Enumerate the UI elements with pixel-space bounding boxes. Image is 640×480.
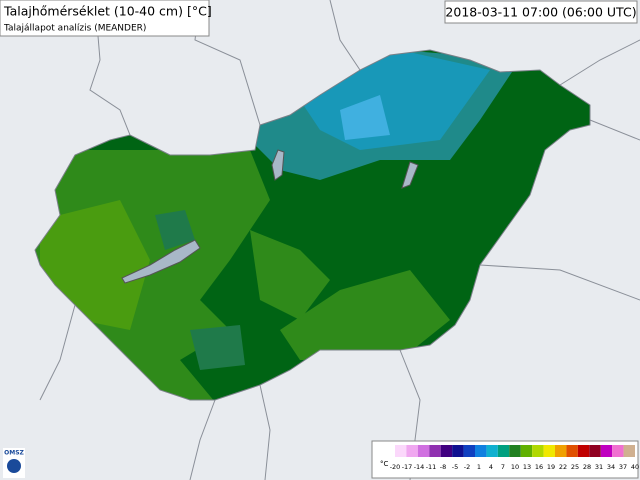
legend-label: -11	[426, 463, 437, 471]
legend-swatch	[566, 445, 578, 457]
legend-swatch	[509, 445, 521, 457]
legend-swatch	[623, 445, 635, 457]
legend-label: -20	[390, 463, 401, 471]
legend-swatch	[555, 445, 567, 457]
legend-swatch	[577, 445, 590, 457]
lake-tisza	[401, 161, 419, 189]
legend-label: 19	[547, 463, 555, 471]
legend-swatch	[600, 445, 613, 457]
legend-label: 22	[559, 463, 567, 471]
legend-label: -14	[414, 463, 425, 471]
legend-swatch	[475, 445, 487, 457]
legend-swatch	[429, 445, 441, 457]
legend-swatch	[520, 445, 533, 457]
legend-label: 7	[501, 463, 505, 471]
legend-label: 40	[631, 463, 639, 471]
legend: -20 -17 -14 -11 -8 -5 -2 1 4 7 10 13 16 19 22 25 28 31 34 3…	[390, 445, 639, 471]
timestamp-box	[444, 0, 638, 24]
legend-label: 31	[595, 463, 603, 471]
legend-swatch	[463, 445, 475, 457]
legend-label: 28	[583, 463, 591, 471]
legend-swatch	[395, 445, 407, 457]
map-title: Talajhőmérséklet (10-40 cm) [°C]	[3, 4, 212, 19]
legend-label: 1	[477, 463, 481, 471]
legend-label: 34	[607, 463, 615, 471]
legend-swatch	[497, 445, 510, 457]
legend-label: -8	[440, 463, 446, 471]
legend-swatch	[612, 445, 624, 457]
logo-text: OMSZ	[4, 450, 24, 457]
legend-label: 10	[511, 463, 519, 471]
legend-swatch	[406, 445, 418, 457]
legend-label: 16	[535, 463, 543, 471]
legend-label: -5	[452, 463, 458, 471]
legend-swatch	[543, 445, 555, 457]
legend-swatch	[417, 445, 430, 457]
legend-swatch	[589, 445, 601, 457]
legend-label: 37	[619, 463, 627, 471]
logo-icon	[7, 459, 21, 473]
map-subtitle: Talajállapot analízis (MEANDER)	[3, 24, 146, 34]
river-danube	[271, 149, 285, 181]
legend-label: 4	[489, 463, 493, 471]
legend-label: -17	[402, 463, 413, 471]
legend-swatch	[452, 445, 464, 457]
lake-balaton	[121, 239, 201, 284]
legend-label: -2	[464, 463, 470, 471]
legend-unit: °C	[380, 460, 389, 468]
legend-label: 13	[523, 463, 531, 471]
title-box	[0, 0, 210, 37]
timestamp: 2018-03-11 07:00 (06:00 UTC)	[445, 5, 636, 20]
legend-swatch	[440, 445, 453, 457]
legend-swatch	[532, 445, 544, 457]
legend-label: 25	[571, 463, 579, 471]
legend-swatch	[486, 445, 498, 457]
